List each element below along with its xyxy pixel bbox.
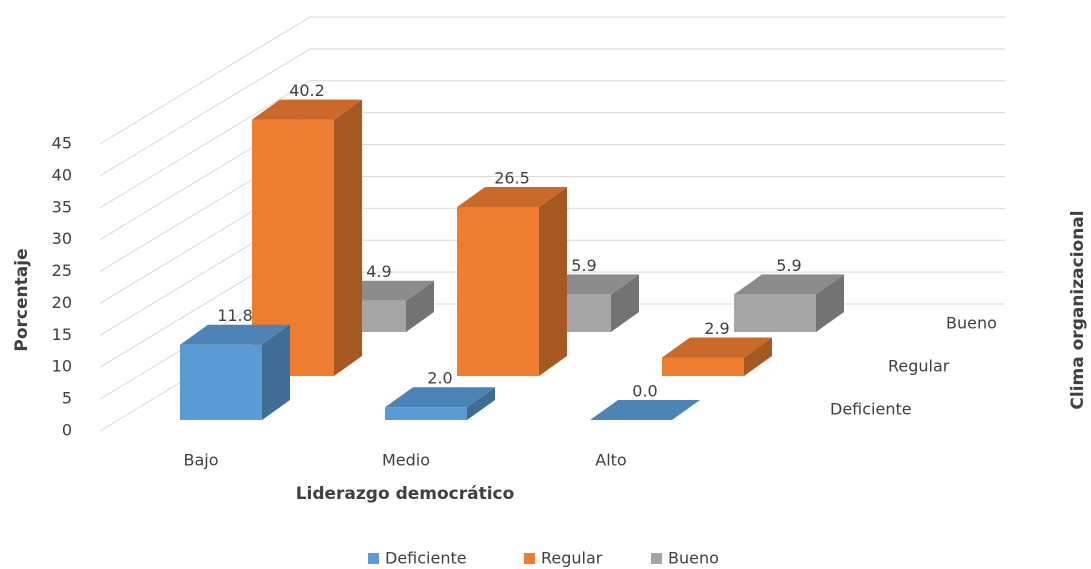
y-tick-label: 5	[62, 389, 72, 408]
legend-swatch	[524, 553, 535, 564]
data-label: 0.0	[632, 382, 657, 401]
y-tick-label: 0	[62, 421, 72, 440]
bar-side	[539, 186, 567, 376]
y-tick-label: 35	[52, 197, 72, 216]
legend-swatch	[368, 553, 379, 564]
y-tick-label: 40	[52, 165, 72, 184]
depth-label: Bueno	[946, 314, 997, 333]
bar-top	[180, 324, 290, 345]
depth-label: Regular	[888, 357, 950, 376]
bar-side	[334, 99, 362, 376]
bar-front	[457, 206, 539, 376]
x-tick-label: Medio	[382, 451, 430, 470]
y-tick-label: 15	[52, 325, 72, 344]
bar-top	[457, 186, 567, 207]
bar-side	[406, 280, 434, 332]
y-axis-title: Porcentaje	[12, 248, 32, 351]
bar-side	[611, 274, 639, 332]
z-axis-title: Clima organizacional	[1068, 210, 1088, 409]
bar	[590, 400, 700, 420]
data-label: 40.2	[289, 81, 325, 100]
bar-top	[385, 387, 495, 408]
bar-side	[816, 274, 844, 332]
data-label: 2.0	[427, 369, 452, 388]
y-tick-label: 10	[52, 357, 72, 376]
grid-line	[99, 80, 1005, 209]
bar	[734, 274, 844, 332]
legend-label: Bueno	[668, 549, 719, 568]
legend-swatch	[651, 553, 662, 564]
y-tick-label: 20	[52, 293, 72, 312]
bar-front	[180, 344, 262, 420]
bar-side	[262, 324, 290, 420]
bar-front	[734, 294, 816, 332]
bar-front	[385, 407, 467, 420]
x-axis-title: Liderazgo democrático	[296, 484, 515, 504]
data-label: 4.9	[366, 262, 391, 281]
x-tick-label: Alto	[595, 451, 626, 470]
y-tick-label: 25	[52, 261, 72, 280]
bar	[180, 324, 290, 420]
bar-top	[662, 337, 772, 358]
data-label: 26.5	[494, 168, 530, 187]
data-label: 11.8	[217, 306, 253, 325]
bar-front	[662, 357, 744, 376]
y-tick-label: 45	[52, 134, 72, 153]
bar	[662, 337, 772, 376]
bar	[457, 186, 567, 376]
y-tick-label: 30	[52, 229, 72, 248]
bar-top	[590, 400, 700, 420]
data-label: 2.9	[704, 319, 729, 338]
grid-line	[99, 16, 1005, 145]
depth-label: Deficiente	[830, 400, 912, 419]
bar-top	[734, 274, 844, 295]
legend-label: Regular	[541, 549, 603, 568]
data-label: 5.9	[571, 256, 596, 275]
bar	[385, 387, 495, 420]
x-tick-label: Bajo	[183, 451, 218, 470]
bar-side	[467, 387, 495, 420]
legend-label: Deficiente	[385, 549, 467, 568]
data-label: 5.9	[776, 256, 801, 275]
grid-line	[99, 48, 1005, 177]
bar-top	[252, 99, 362, 120]
bar-side	[744, 337, 772, 376]
